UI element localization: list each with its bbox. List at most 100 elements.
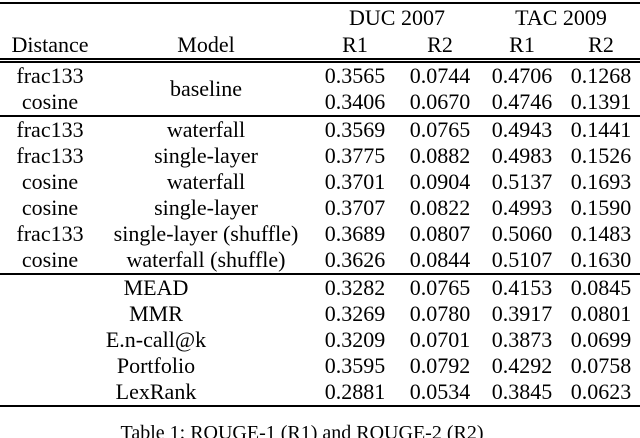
model-cell: single-layer bbox=[154, 195, 258, 220]
value-cell: 0.0765 bbox=[409, 117, 471, 142]
value-cell: 0.0699 bbox=[570, 327, 632, 352]
value-cell: 0.0845 bbox=[570, 275, 632, 300]
dataset-header-duc2007: DUC 2007 bbox=[349, 5, 445, 30]
value-cell: 0.0534 bbox=[409, 379, 471, 404]
value-cell: 0.3595 bbox=[324, 353, 386, 378]
table-body: frac133 baseline 0.3565 0.0744 0.4706 0.1268 c… bbox=[0, 61, 640, 407]
distance-cell: cosine bbox=[21, 169, 79, 194]
model-cell: baseline bbox=[169, 76, 243, 101]
value-cell: 0.4706 bbox=[491, 63, 553, 88]
table-row: MEAD 0.3282 0.0765 0.4153 0.0845 bbox=[0, 274, 640, 301]
value-cell: 0.0765 bbox=[409, 275, 471, 300]
value-cell: 0.5060 bbox=[491, 221, 553, 246]
col-header-tac-r2: R2 bbox=[588, 32, 614, 57]
table-row: cosine 0.3406 0.0670 0.4746 0.1391 bbox=[0, 89, 640, 116]
value-cell: 0.3282 bbox=[324, 275, 386, 300]
table-row: frac133 single-layer (shuffle) 0.3689 0.080… bbox=[0, 221, 640, 247]
col-header-duc-r2: R2 bbox=[427, 32, 453, 57]
value-cell: 0.0904 bbox=[409, 169, 471, 194]
value-cell: 0.3689 bbox=[324, 221, 386, 246]
value-cell: 0.2881 bbox=[324, 379, 386, 404]
col-header-model: Model bbox=[177, 32, 235, 57]
table-caption: Table 1: ROUGE-1 (R1) and ROUGE-2 (R2) bbox=[120, 422, 484, 438]
value-cell: 0.4943 bbox=[491, 117, 553, 142]
value-cell: 0.3775 bbox=[324, 143, 386, 168]
distance-cell: cosine bbox=[21, 247, 79, 272]
value-cell: 0.3873 bbox=[491, 327, 553, 352]
value-cell: 0.3565 bbox=[324, 63, 386, 88]
value-cell: 0.3917 bbox=[491, 301, 553, 326]
value-cell: 0.3626 bbox=[324, 247, 386, 272]
value-cell: 0.3209 bbox=[324, 327, 386, 352]
column-header-row: Distance Model R1 R2 R1 R2 bbox=[0, 32, 640, 61]
distance-cell: frac133 bbox=[16, 143, 84, 168]
value-cell: 0.1268 bbox=[570, 63, 632, 88]
value-cell: 0.3569 bbox=[324, 117, 386, 142]
value-cell: 0.0822 bbox=[409, 195, 471, 220]
table-row: cosine single-layer 0.3707 0.0822 0.4993 0.15… bbox=[0, 195, 640, 221]
distance-cell: cosine bbox=[21, 89, 79, 114]
distance-cell: cosine bbox=[21, 195, 79, 220]
value-cell: 0.1693 bbox=[570, 169, 632, 194]
model-cell: MMR bbox=[129, 301, 183, 326]
value-cell: 0.0780 bbox=[409, 301, 471, 326]
value-cell: 0.0844 bbox=[409, 247, 471, 272]
value-cell: 0.3701 bbox=[324, 169, 386, 194]
col-header-tac-r1: R1 bbox=[509, 32, 535, 57]
table-row: LexRank 0.2881 0.0534 0.3845 0.0623 bbox=[0, 379, 640, 406]
value-cell: 0.1590 bbox=[570, 195, 632, 220]
value-cell: 0.3269 bbox=[324, 301, 386, 326]
value-cell: 0.0801 bbox=[570, 301, 632, 326]
model-cell: waterfall bbox=[166, 169, 246, 194]
model-cell: LexRank bbox=[115, 379, 197, 404]
value-cell: 0.1630 bbox=[570, 247, 632, 272]
value-cell: 0.0744 bbox=[409, 63, 471, 88]
dataset-header-tac2009: TAC 2009 bbox=[515, 5, 607, 30]
distance-cell: frac133 bbox=[16, 117, 84, 142]
value-cell: 0.0792 bbox=[409, 353, 471, 378]
table-row: cosine waterfall (shuffle) 0.3626 0.0844 0.5… bbox=[0, 247, 640, 274]
col-header-duc-r1: R1 bbox=[342, 32, 368, 57]
model-cell: MEAD bbox=[123, 275, 189, 300]
value-cell: 0.0701 bbox=[409, 327, 471, 352]
value-cell: 0.1391 bbox=[570, 89, 632, 114]
value-cell: 0.3406 bbox=[324, 89, 386, 114]
table-row: frac133 waterfall 0.3569 0.0765 0.4943 0.1441 bbox=[0, 116, 640, 143]
value-cell: 0.5137 bbox=[491, 169, 553, 194]
distance-cell: frac133 bbox=[16, 63, 84, 88]
value-cell: 0.3707 bbox=[324, 195, 386, 220]
table-row: E.n-call@k 0.3209 0.0701 0.3873 0.0699 bbox=[0, 327, 640, 353]
table-row: MMR 0.3269 0.0780 0.3917 0.0801 bbox=[0, 301, 640, 327]
rouge-results-table: DUC 2007 TAC 2009 Distance Model R1 R2 R… bbox=[0, 2, 640, 407]
value-cell: 0.1483 bbox=[570, 221, 632, 246]
value-cell: 0.4983 bbox=[491, 143, 553, 168]
table-row: Portfolio 0.3595 0.0792 0.4292 0.0758 bbox=[0, 353, 640, 379]
value-cell: 0.1441 bbox=[570, 117, 632, 142]
value-cell: 0.4993 bbox=[491, 195, 553, 220]
model-cell: Portfolio bbox=[116, 353, 196, 378]
value-cell: 0.4292 bbox=[491, 353, 553, 378]
value-cell: 0.4746 bbox=[491, 89, 553, 114]
dataset-header-row: DUC 2007 TAC 2009 bbox=[0, 3, 640, 32]
model-cell: waterfall (shuffle) bbox=[126, 247, 286, 272]
col-header-distance: Distance bbox=[11, 32, 89, 57]
value-cell: 0.3845 bbox=[491, 379, 553, 404]
value-cell: 0.1526 bbox=[570, 143, 632, 168]
value-cell: 0.0623 bbox=[570, 379, 632, 404]
header-spacer bbox=[0, 3, 312, 32]
value-cell: 0.0882 bbox=[409, 143, 471, 168]
model-cell: E.n-call@k bbox=[105, 327, 207, 352]
value-cell: 0.0758 bbox=[570, 353, 632, 378]
table-header: DUC 2007 TAC 2009 Distance Model R1 R2 R… bbox=[0, 3, 640, 61]
value-cell: 0.0807 bbox=[409, 221, 471, 246]
value-cell: 0.4153 bbox=[491, 275, 553, 300]
table-row: frac133 baseline 0.3565 0.0744 0.4706 0.1268 bbox=[0, 61, 640, 101]
model-cell: single-layer bbox=[154, 143, 258, 168]
table-row: frac133 single-layer 0.3775 0.0882 0.4983 0.1… bbox=[0, 143, 640, 169]
distance-cell: frac133 bbox=[16, 221, 84, 246]
value-cell: 0.0670 bbox=[409, 89, 471, 114]
model-cell: single-layer (shuffle) bbox=[113, 221, 299, 246]
value-cell: 0.5107 bbox=[491, 247, 553, 272]
table-row: cosine waterfall 0.3701 0.0904 0.5137 0.1693 bbox=[0, 169, 640, 195]
